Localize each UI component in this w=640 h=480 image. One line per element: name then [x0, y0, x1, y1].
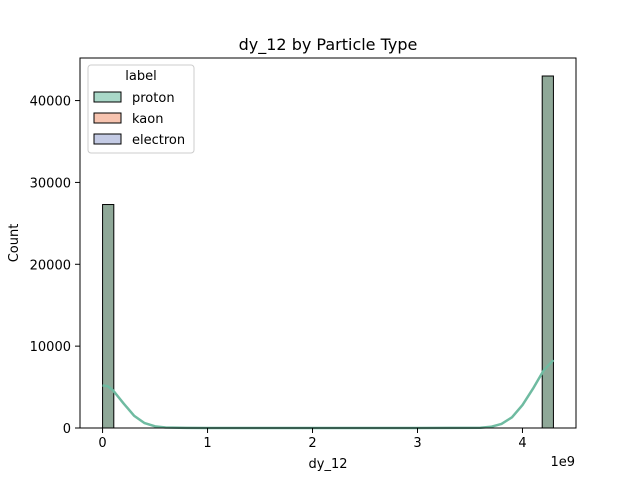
y-tick-label: 10000 — [30, 340, 71, 355]
legend-label-electron: electron — [132, 133, 185, 148]
y-tick-label: 30000 — [30, 176, 71, 191]
legend-label-proton: proton — [132, 91, 175, 106]
legend-title: label — [125, 69, 156, 84]
legend-swatch-electron — [93, 133, 122, 145]
legend-entries: proton kaon electron — [93, 91, 185, 148]
kde-layer — [102, 359, 555, 430]
kde-line-proton — [102, 359, 555, 430]
y-tick-label: 20000 — [30, 258, 71, 273]
x-tick-label: 3 — [413, 436, 421, 451]
x-offset-label: 1e9 — [550, 455, 575, 470]
histogram-bar-1 — [102, 204, 115, 429]
x-tick-label: 0 — [98, 436, 106, 451]
legend: label proton kaon electron — [87, 64, 195, 154]
y-axis-label: Count — [7, 224, 22, 263]
legend-swatch-kaon — [93, 112, 122, 124]
x-tick-label: 2 — [308, 436, 316, 451]
histogram-bar-2 — [541, 75, 554, 429]
legend-label-kaon: kaon — [132, 112, 163, 127]
legend-swatch-proton — [93, 91, 122, 103]
x-tick-label: 1 — [203, 436, 211, 451]
ticks-layer: 0 1 2 3 4 0 10000 20000 30000 40000 — [30, 95, 527, 451]
x-axis-label: dy_12 — [309, 457, 348, 472]
chart-title: dy_12 by Particle Type — [239, 35, 418, 55]
axes-frame — [79, 57, 577, 429]
axes-layer — [79, 57, 577, 429]
y-tick-label: 40000 — [30, 95, 71, 110]
y-tick-label: 0 — [63, 422, 71, 437]
legend-frame — [87, 64, 195, 154]
x-tick-label: 4 — [518, 436, 526, 451]
